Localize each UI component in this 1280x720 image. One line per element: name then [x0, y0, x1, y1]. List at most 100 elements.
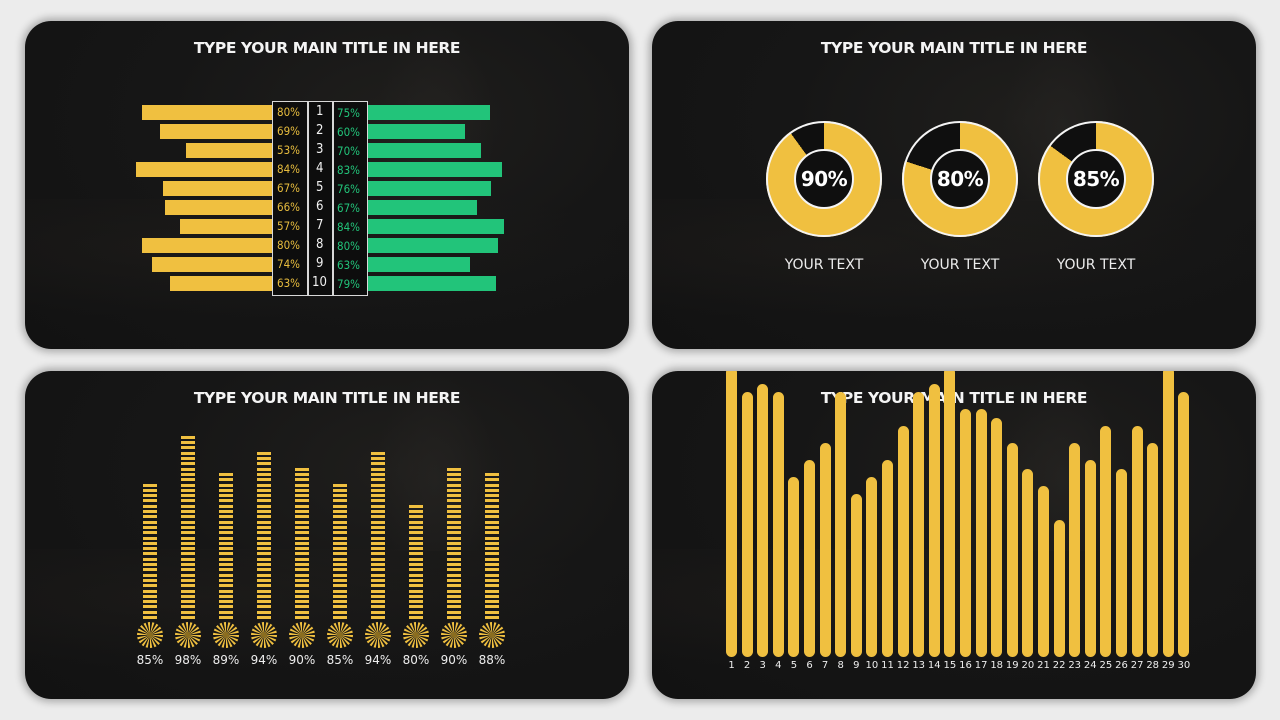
stripe	[485, 552, 499, 556]
bar	[1084, 460, 1096, 657]
stripe	[219, 472, 233, 476]
stripe	[447, 520, 461, 524]
stripe	[409, 589, 423, 593]
stripe	[447, 578, 461, 582]
stripe	[485, 584, 499, 588]
stripe	[257, 488, 271, 492]
right-value: 70%	[337, 144, 360, 158]
stripe	[409, 605, 423, 609]
panel-vertical-bar-chart: TYPE YOUR MAIN TITLE IN HERE 12345678910…	[652, 371, 1256, 699]
stripe	[447, 600, 461, 604]
stripe	[485, 573, 499, 577]
stripe	[485, 525, 499, 529]
stripe	[333, 536, 347, 540]
stripe	[181, 478, 195, 482]
stripe-column	[143, 481, 157, 619]
table-divider	[332, 101, 334, 296]
stripe	[447, 488, 461, 492]
stripe	[219, 600, 233, 604]
stripe	[485, 478, 499, 482]
stripe	[219, 478, 233, 482]
stripe-column	[219, 466, 233, 619]
stripe	[371, 584, 385, 588]
stripe	[295, 605, 309, 609]
stripe	[257, 573, 271, 577]
sunburst-icon	[364, 621, 392, 649]
stripe	[447, 483, 461, 487]
stripe	[219, 573, 233, 577]
stripe	[257, 552, 271, 556]
stripe	[181, 515, 195, 519]
stripe	[447, 504, 461, 508]
stripe	[485, 563, 499, 566]
stripe	[295, 488, 309, 492]
bar	[1053, 520, 1065, 657]
bar	[897, 426, 909, 657]
x-tick-label: 2	[743, 660, 751, 671]
panel-thermometer-chart: TYPE YOUR MAIN TITLE IN HERE 85% 98% 89% 94…	[25, 371, 629, 699]
stripe	[257, 547, 271, 551]
stripe	[447, 552, 461, 556]
stripe	[295, 541, 309, 545]
right-bar	[368, 200, 477, 215]
stripe	[295, 610, 309, 614]
left-bar	[186, 143, 272, 158]
stripe	[143, 594, 157, 598]
stripe	[409, 536, 423, 540]
stripe	[485, 536, 499, 540]
stripe	[485, 568, 499, 572]
donut-center: 80%	[930, 149, 990, 209]
stripe	[371, 515, 385, 519]
stripe	[485, 531, 499, 535]
stripe	[257, 600, 271, 604]
stripe	[447, 499, 461, 503]
percent-label: 90%	[288, 653, 316, 667]
stripe-column	[181, 431, 195, 619]
percent-label: 98%	[174, 653, 202, 667]
stripe	[257, 531, 271, 535]
stripe	[333, 589, 347, 593]
table-divider	[307, 101, 309, 296]
stripe	[371, 483, 385, 487]
stripe	[333, 483, 347, 487]
stripe	[409, 531, 423, 535]
stripe	[295, 536, 309, 540]
right-value: 76%	[337, 182, 360, 196]
stripe	[371, 504, 385, 508]
stripe	[333, 605, 347, 609]
stripe	[181, 541, 195, 545]
stripe	[257, 594, 271, 598]
panel-donut-charts: TYPE YOUR MAIN TITLE IN HERE 90% YOUR TEX…	[652, 21, 1256, 349]
stripe	[447, 510, 461, 513]
right-bar	[368, 143, 481, 158]
x-tick-label: 22	[1052, 660, 1066, 671]
stripe	[447, 515, 461, 519]
stripe	[447, 610, 461, 614]
sunburst-icon	[326, 621, 354, 649]
stripe	[257, 536, 271, 540]
stripe	[143, 557, 157, 561]
stripe	[295, 483, 309, 487]
stripe	[295, 472, 309, 476]
stripe	[295, 568, 309, 572]
stripe	[333, 488, 347, 492]
stripe	[181, 536, 195, 540]
stripe	[333, 568, 347, 572]
left-bar	[142, 238, 272, 253]
row-number: 7	[316, 218, 324, 233]
stripe	[295, 467, 309, 471]
left-bar	[160, 124, 272, 139]
stripe	[333, 510, 347, 513]
stripe	[485, 510, 499, 513]
stripe	[219, 594, 233, 598]
row-number: 10	[312, 275, 327, 290]
percent-label: 88%	[478, 653, 506, 667]
stripe	[257, 525, 271, 529]
percent-label: 94%	[364, 653, 392, 667]
stripe-column	[257, 446, 271, 619]
stripe	[447, 536, 461, 540]
stripe	[219, 616, 233, 619]
stripe	[371, 594, 385, 598]
left-value: 53%	[277, 143, 300, 157]
stripe	[143, 568, 157, 572]
